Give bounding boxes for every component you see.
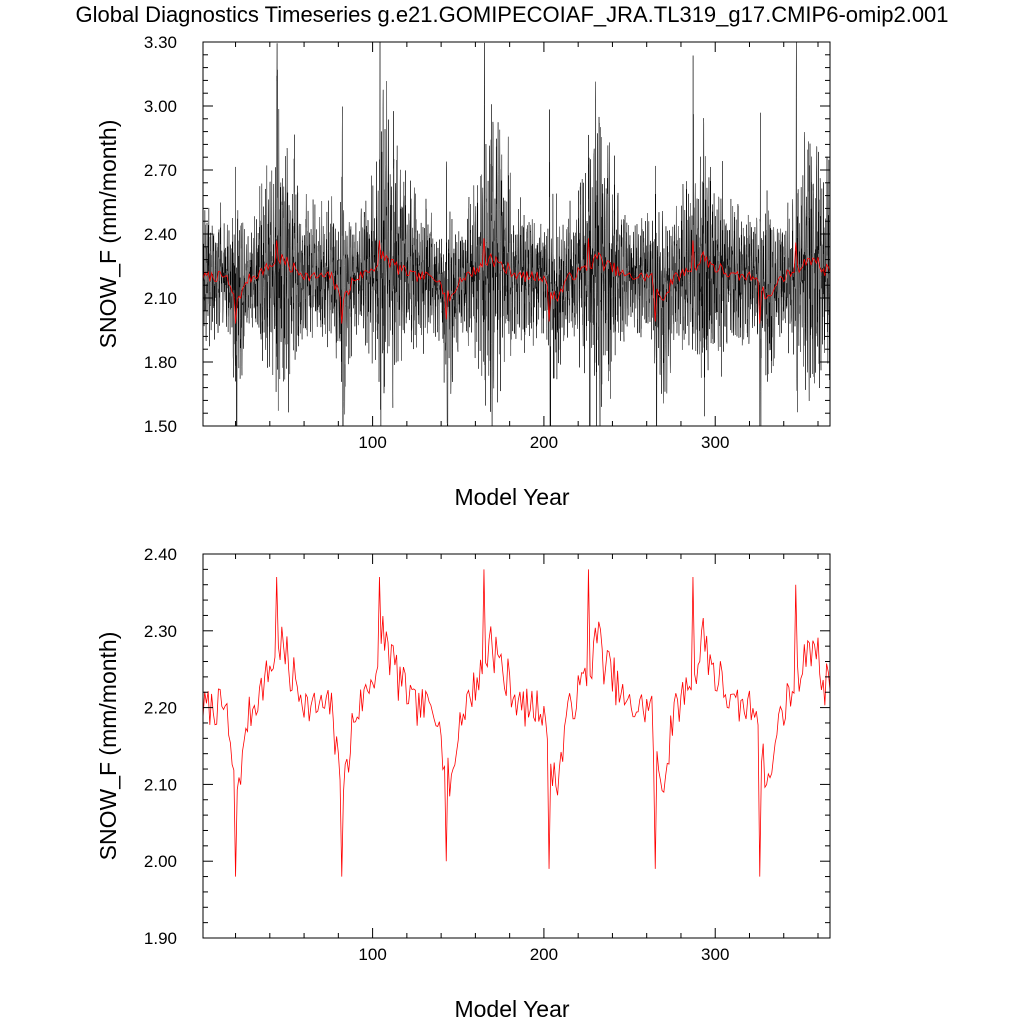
bottom-y-tick-label: 2.40 (144, 545, 177, 564)
bottom-chart: 1.90 2.00 2.10 2.20 2.30 2.40 100 200 300 Model … (95, 545, 831, 1022)
bottom-x-tick-label: 200 (530, 945, 558, 964)
top-series-monthly (203, 42, 830, 426)
bottom-y-axis-title: SNOW_F (mm/month) (95, 632, 121, 861)
bottom-y-tick-label: 1.90 (144, 929, 177, 948)
top-y-tick-label: 2.40 (144, 225, 177, 244)
top-plot-area: 1.50 1.80 2.10 2.40 2.70 3.00 3.30 100 200 300 (144, 33, 831, 452)
top-y-axis-title: SNOW_F (mm/month) (95, 120, 121, 349)
bottom-x-axis-title: Model Year (454, 996, 569, 1022)
page-title: Global Diagnostics Timeseries g.e21.GOMI… (75, 2, 949, 27)
top-y-tick-label: 1.80 (144, 353, 177, 372)
top-y-tick-label: 3.00 (144, 97, 177, 116)
bottom-y-tick-label: 2.10 (144, 775, 177, 794)
bottom-series-annual (203, 569, 830, 877)
bottom-x-tick-label: 100 (358, 945, 386, 964)
bottom-y-tick-label: 2.20 (144, 699, 177, 718)
bottom-x-tick-label: 300 (701, 945, 729, 964)
bottom-y-tick-label: 2.00 (144, 852, 177, 871)
bottom-frame (202, 553, 831, 939)
top-x-tick-label: 200 (530, 433, 558, 452)
bottom-y-tick-label: 2.30 (144, 622, 177, 641)
top-y-tick-label: 2.70 (144, 161, 177, 180)
top-x-axis-title: Model Year (454, 484, 569, 510)
top-y-tick-label: 3.30 (144, 33, 177, 52)
top-x-tick-label: 300 (701, 433, 729, 452)
top-x-tick-label: 100 (358, 433, 386, 452)
top-series-annual (203, 238, 830, 324)
bottom-plot-area: 1.90 2.00 2.10 2.20 2.30 2.40 100 200 300 (144, 545, 831, 964)
top-y-tick-label: 2.10 (144, 289, 177, 308)
top-chart: 1.50 1.80 2.10 2.40 2.70 3.00 3.30 100 200 300 Mo… (95, 33, 831, 510)
top-y-tick-label: 1.50 (144, 417, 177, 436)
